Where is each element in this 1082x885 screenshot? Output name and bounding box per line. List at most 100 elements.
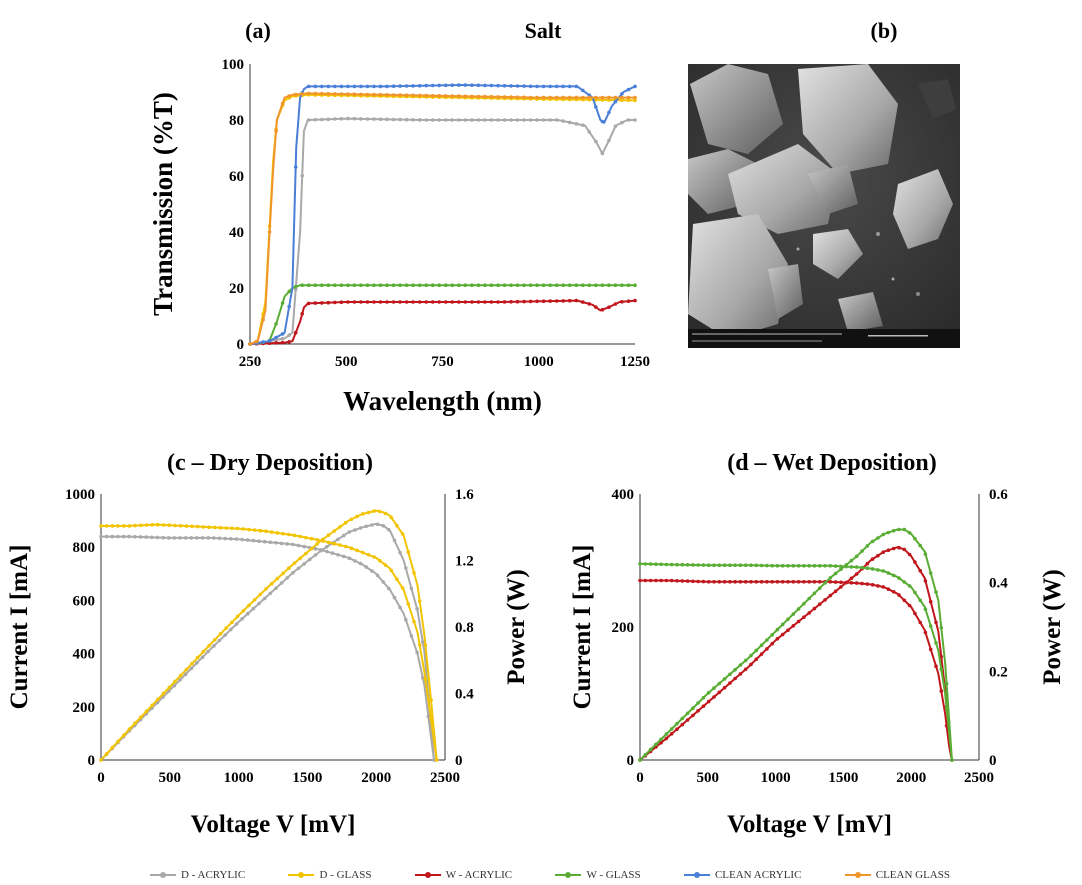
x-tick-label: 2000: [896, 770, 926, 786]
series-w-acrylic-point: [627, 299, 631, 303]
y2-tick-label: 1.6: [455, 487, 474, 503]
series-clean-acrylic-point: [398, 84, 402, 88]
series-clean-acrylic-point: [411, 84, 415, 88]
series-d-acrylic-current-point: [246, 538, 250, 542]
series-w-glass-power-point: [866, 544, 870, 548]
series-w-acrylic-point: [470, 300, 474, 304]
series-clean-glass-point: [281, 102, 285, 106]
series-w-glass-current-point: [670, 563, 674, 567]
series-clean-acrylic-point: [581, 89, 585, 93]
series-d-glass-power-point: [401, 532, 405, 536]
series-w-acrylic-point: [614, 302, 618, 306]
series-clean-glass-point: [437, 94, 441, 98]
series-w-glass-power-point: [686, 712, 690, 716]
series-clean-acrylic-point: [444, 84, 448, 88]
series-d-acrylic-current-point: [218, 537, 222, 541]
series-w-acrylic-point: [411, 300, 415, 304]
series-d-glass-power-point: [219, 632, 223, 636]
series-d-glass-power-point: [395, 524, 399, 528]
y-tick-label: 600: [73, 593, 96, 609]
series-d-acrylic-power-point: [387, 528, 391, 532]
series-d-acrylic-current-point: [190, 536, 194, 540]
series-d-glass-power-point: [424, 643, 428, 647]
series-clean-acrylic-point: [509, 84, 513, 88]
series-w-acrylic-current-point: [802, 580, 806, 584]
series-w-glass-current-point: [823, 564, 827, 568]
series-clean-glass-point: [346, 92, 350, 96]
series-w-acrylic-current-point: [707, 580, 711, 584]
series-w-acrylic-power-point: [755, 657, 759, 661]
series-d-acrylic-point: [327, 118, 331, 122]
series-w-glass-power-point: [659, 738, 663, 742]
series-w-glass-point: [340, 283, 344, 287]
series-clean-acrylic-point: [405, 84, 409, 88]
series-d-glass-current-point: [128, 524, 132, 528]
series-w-acrylic-current-point: [781, 580, 785, 584]
series-d-glass-current-point: [287, 533, 291, 537]
series-clean-acrylic-point: [451, 83, 455, 87]
series-d-acrylic-current-point: [348, 556, 352, 560]
series-clean-acrylic-point: [385, 85, 389, 89]
series-clean-glass-point: [379, 93, 383, 97]
y2-tick-label: 0.8: [455, 620, 474, 636]
series-d-glass-power-point: [99, 758, 103, 762]
series-w-glass-current-point: [728, 563, 732, 567]
series-clean-glass-point: [601, 96, 605, 100]
series-w-acrylic-current-point: [760, 580, 764, 584]
sem-micrograph: [688, 64, 960, 348]
series-clean-acrylic-point: [281, 332, 285, 336]
series-d-glass-power-point: [281, 572, 285, 576]
series-w-glass-power-point: [691, 706, 695, 710]
series-w-acrylic-power-point: [675, 727, 679, 731]
series-w-acrylic-current-point: [887, 587, 891, 591]
series-clean-glass-point: [320, 92, 324, 96]
series-w-acrylic-point: [516, 300, 520, 304]
series-clean-acrylic-point: [503, 84, 507, 88]
series-w-glass-current-point: [807, 564, 811, 568]
series-w-acrylic-power-point: [702, 704, 706, 708]
series-d-acrylic-current-point: [404, 618, 408, 622]
series-w-acrylic-current-point: [924, 631, 928, 635]
y-tick-label: 80: [229, 113, 244, 129]
series-d-glass-current-point: [293, 534, 297, 538]
series-w-glass-point: [418, 283, 422, 287]
series-d-acrylic-current-point: [201, 536, 205, 540]
series-d-glass-power-point: [207, 644, 211, 648]
series-d-acrylic-current-point: [398, 606, 402, 610]
series-d-acrylic-power-point: [195, 661, 199, 665]
series-w-acrylic-current-point: [744, 580, 748, 584]
series-d-glass-current-point: [333, 542, 337, 546]
series-w-glass-power-point: [813, 592, 817, 596]
series-w-glass-current-point: [723, 563, 727, 567]
series-w-glass-power-point: [712, 686, 716, 690]
series-w-glass-current-point: [739, 563, 743, 567]
series-w-glass-current-point: [686, 563, 690, 567]
series-w-glass-current-point: [649, 562, 653, 566]
series-w-acrylic-current-point: [876, 584, 880, 588]
series-clean-acrylic-point: [490, 84, 494, 88]
series-clean-glass-point: [614, 96, 618, 100]
series-w-acrylic-current-point: [728, 580, 732, 584]
series-w-acrylic-power-point: [786, 628, 790, 632]
series-w-glass-power-point: [918, 544, 922, 548]
series-w-acrylic-point: [633, 299, 637, 303]
series-d-glass-current-point: [361, 551, 365, 555]
series-w-glass-power-point: [839, 567, 843, 571]
series-w-acrylic-power-point: [829, 594, 833, 598]
series-d-glass-current-point: [247, 528, 251, 532]
series-clean-glass-point: [496, 95, 500, 99]
series-d-glass-power-point: [315, 542, 319, 546]
series-d-acrylic-current-point: [291, 543, 295, 547]
series-w-acrylic-current-point: [638, 579, 642, 583]
series-clean-glass-point: [392, 93, 396, 97]
series-d-acrylic-point: [353, 117, 357, 121]
series-d-glass-current-point: [219, 526, 223, 530]
series-d-acrylic-point: [346, 117, 350, 121]
series-d-glass-power-point: [338, 525, 342, 529]
series-d-acrylic-power-point: [398, 551, 402, 555]
series-w-glass-power-point: [675, 722, 679, 726]
series-d-glass-current-point: [401, 586, 405, 590]
series-d-glass-power-point: [253, 598, 257, 602]
series-w-acrylic-power-point: [797, 620, 801, 624]
series-w-acrylic-power-point: [712, 695, 716, 699]
